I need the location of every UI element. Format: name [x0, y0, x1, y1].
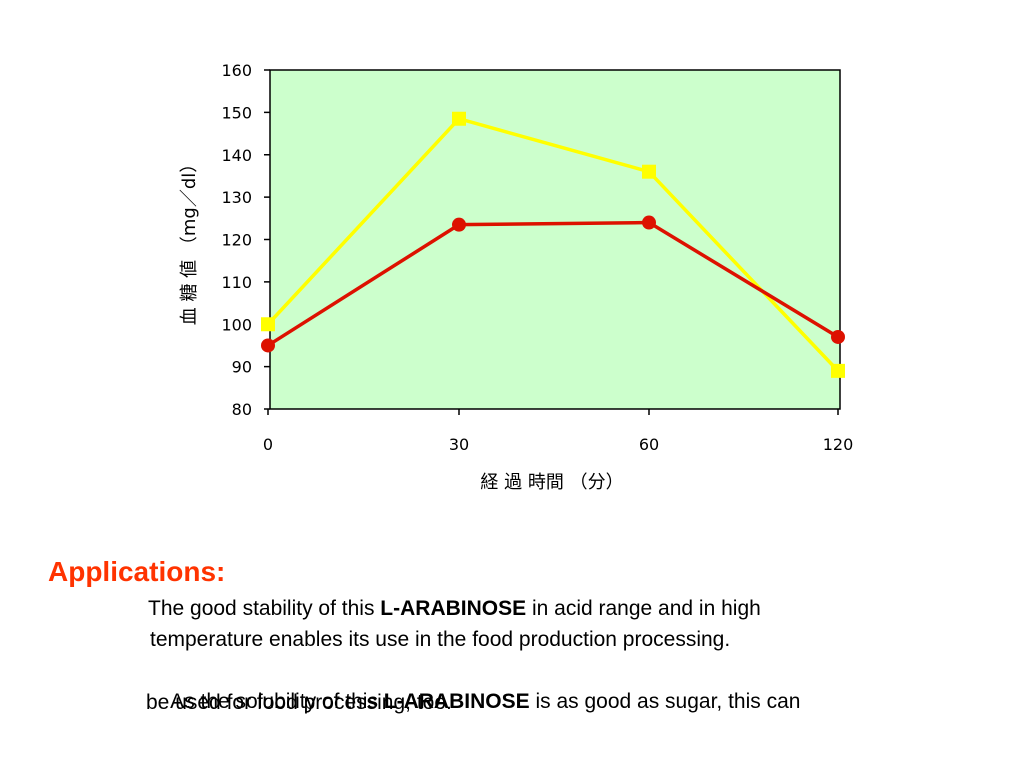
series-2-point [831, 329, 845, 344]
paragraph-2-line-1: As the solubility of this L-ARABINOSE is… [148, 657, 800, 717]
p1-line1-post: in acid range and in high [526, 597, 761, 620]
series-2-point [642, 215, 656, 230]
line-chart: 80 90 100 110 120 130 140 150 160 0 30 60 120 経 過 時… [179, 61, 853, 493]
plot-area [269, 69, 841, 410]
paragraph-2-line-2: be used for food processing, too. [146, 691, 452, 714]
series-2-point [452, 217, 466, 232]
series-1-point [642, 164, 656, 179]
y-tick-label: 100 [221, 315, 252, 334]
series-1-point [831, 363, 845, 378]
y-tick-label: 140 [221, 146, 252, 165]
p2-line1-post: is as good as sugar, this can [529, 690, 801, 713]
y-tick-label: 150 [221, 103, 252, 122]
y-tick-label: 80 [232, 400, 252, 419]
series-1-point [261, 317, 275, 332]
p1-line1-pre: The good stability of this [148, 597, 381, 620]
y-tick-label: 90 [232, 358, 252, 377]
applications-heading: Applications: [48, 556, 226, 587]
series-line-2 [267, 220, 839, 347]
y-tick-label: 130 [221, 188, 252, 207]
paragraph-1-line-2: temperature enables its use in the food … [150, 628, 731, 651]
paragraph-1-line-1: The good stability of this L-ARABINOSE i… [148, 594, 761, 624]
series-layer [261, 111, 845, 378]
p2-line1-bold: L-ARABINOSE [383, 690, 530, 713]
x-tick-label: 0 [263, 435, 273, 454]
series-2-point [261, 338, 275, 353]
y-tick-label: 160 [221, 61, 252, 80]
series-line-1 [266, 116, 840, 373]
y-axis-title: 血 糖 値 （mg／dl） [179, 155, 200, 326]
x-axis-ticks: 0 30 60 120 [263, 409, 853, 454]
x-tick-label: 120 [823, 435, 854, 454]
series-1-point [452, 111, 466, 126]
x-tick-label: 30 [449, 435, 469, 454]
p2-line1-pre: As the solubility of this [159, 690, 384, 713]
p1-line1-bold: L-ARABINOSE [380, 597, 527, 620]
y-tick-label: 110 [221, 273, 252, 292]
y-axis-ticks: 80 90 100 110 120 130 140 150 160 [221, 61, 270, 419]
x-tick-label: 60 [639, 435, 659, 454]
x-axis-title: 経 過 時間 （分） [480, 472, 623, 493]
y-tick-label: 120 [221, 231, 252, 250]
